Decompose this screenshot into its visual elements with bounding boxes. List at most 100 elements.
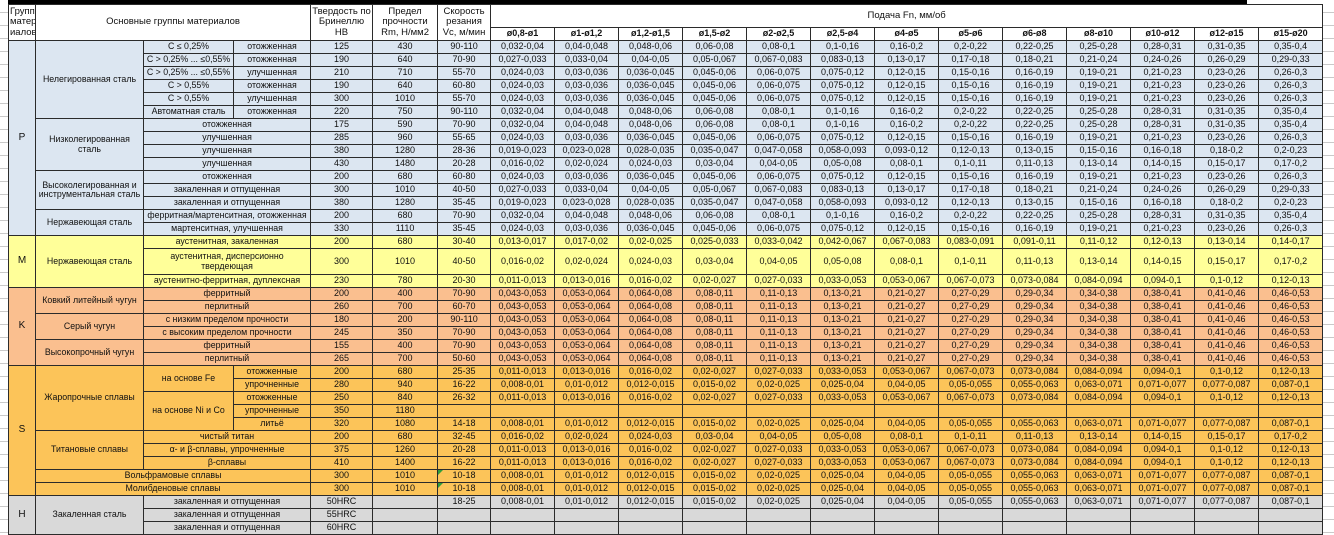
feed-cell[interactable]: 0,06-0,075 — [746, 131, 812, 145]
feed-cell[interactable]: 0,067-0,073 — [938, 456, 1004, 470]
feed-cell[interactable]: 0,04-0,05 — [746, 248, 812, 275]
feed-cell[interactable]: 0,075-0,12 — [810, 222, 876, 236]
feed-cell[interactable]: 0,1-0,11 — [938, 430, 1004, 444]
hb-cell[interactable]: 200 — [310, 287, 374, 301]
feed-cell[interactable]: 0,02-0,024 — [554, 430, 620, 444]
feed-cell[interactable]: 0,04-0,048 — [554, 118, 620, 132]
feed-cell[interactable]: 0,064-0,08 — [618, 300, 684, 314]
feed-cell[interactable]: 0,027-0,033 — [746, 443, 812, 457]
feed-cell[interactable]: 0,035-0,047 — [682, 196, 748, 210]
feed-cell[interactable]: 0,21-0,27 — [874, 326, 940, 340]
vc-cell[interactable]: 35-45 — [437, 222, 492, 236]
feed-cell[interactable]: 0,06-0,075 — [746, 79, 812, 93]
feed-cell[interactable]: 0,02-0,024 — [554, 157, 620, 171]
rm-cell[interactable]: 1110 — [372, 222, 439, 236]
vc-cell[interactable]: 55-70 — [437, 66, 492, 80]
feed-cell[interactable]: 0,084-0,094 — [1066, 443, 1132, 457]
feed-cell[interactable]: 0,067-0,073 — [938, 274, 1004, 288]
feed-cell[interactable]: 0,16-0,18 — [1130, 196, 1196, 210]
vc-cell[interactable]: 55-65 — [437, 131, 492, 145]
feed-cell[interactable]: 0,087-0,1 — [1258, 417, 1324, 431]
feed-cell[interactable]: 0,13-0,14 — [1066, 157, 1132, 171]
feed-cell[interactable]: 0,016-0,02 — [490, 157, 556, 171]
feed-cell[interactable]: 0,27-0,29 — [938, 300, 1004, 314]
feed-cell[interactable]: 0,048-0,06 — [618, 118, 684, 132]
feed-cell[interactable]: 0,21-0,27 — [874, 352, 940, 366]
hb-cell[interactable]: 230 — [310, 274, 374, 288]
feed-cell[interactable]: 0,17-0,18 — [938, 183, 1004, 197]
hb-cell[interactable]: 55HRC — [310, 508, 374, 522]
feed-cell[interactable]: 0,024-0,03 — [490, 66, 556, 80]
feed-cell[interactable]: 0,043-0,053 — [490, 300, 556, 314]
feed-cell[interactable]: 0,15-0,16 — [938, 92, 1004, 106]
feed-cell[interactable]: 0,02-0,025 — [618, 235, 684, 249]
state-cell[interactable]: отожженная — [232, 40, 312, 54]
material-cell[interactable]: Нелегированная сталь — [35, 40, 144, 119]
feed-cell[interactable]: 0,1-0,16 — [810, 40, 876, 54]
vc-cell[interactable]: 14-18 — [437, 417, 492, 431]
condition-cell[interactable]: закаленная и отпущенная — [142, 521, 312, 535]
feed-cell[interactable]: 0,1-0,16 — [810, 105, 876, 119]
feed-cell[interactable]: 0,094-0,1 — [1130, 391, 1196, 405]
feed-cell[interactable]: 0,2-0,23 — [1258, 196, 1324, 210]
feed-cell[interactable]: 0,41-0,46 — [1194, 339, 1260, 353]
feed-cell[interactable]: 0,06-0,08 — [682, 40, 748, 54]
hb-cell[interactable]: 300 — [310, 183, 374, 197]
feed-cell[interactable]: 0,13-0,14 — [1066, 430, 1132, 444]
feed-cell[interactable]: 0,1-0,16 — [810, 209, 876, 223]
feed-cell[interactable]: 0,093-0,12 — [874, 196, 940, 210]
feed-cell[interactable]: 0,02-0,025 — [746, 495, 812, 509]
feed-cell[interactable]: 0,12-0,13 — [938, 144, 1004, 158]
feed-cell[interactable]: 0,015-0,02 — [682, 378, 748, 392]
feed-cell[interactable]: 0,08-0,1 — [746, 40, 812, 54]
condition-cell[interactable]: закаленная и отпущенная — [142, 183, 312, 197]
feed-cell[interactable]: 0,053-0,064 — [554, 352, 620, 366]
feed-cell[interactable]: 0,25-0,28 — [1066, 40, 1132, 54]
vc-cell[interactable]: 30-40 — [437, 235, 492, 249]
feed-cell[interactable] — [1130, 521, 1196, 535]
feed-cell[interactable]: 0,12-0,15 — [874, 92, 940, 106]
feed-cell[interactable]: 0,043-0,053 — [490, 326, 556, 340]
feed-cell[interactable]: 0,16-0,2 — [874, 40, 940, 54]
feed-cell[interactable]: 0,2-0,23 — [1258, 144, 1324, 158]
state-cell[interactable]: литьё — [232, 417, 312, 431]
hb-cell[interactable]: 60HRC — [310, 521, 374, 535]
feed-cell[interactable]: 0,15-0,17 — [1194, 157, 1260, 171]
feed-cell[interactable] — [554, 521, 620, 535]
feed-cell[interactable]: 0,24-0,26 — [1130, 183, 1196, 197]
feed-cell[interactable]: 0,05-0,055 — [938, 482, 1004, 496]
hb-cell[interactable]: 375 — [310, 443, 374, 457]
material-cell[interactable]: Жаропрочные сплавы — [35, 365, 144, 431]
material-cell[interactable]: Нержавеющая сталь — [35, 209, 144, 236]
feed-cell[interactable]: 0,18-0,21 — [1002, 183, 1068, 197]
feed-cell[interactable] — [1066, 404, 1132, 418]
rm-cell[interactable] — [372, 508, 439, 522]
feed-cell[interactable]: 0,071-0,077 — [1130, 378, 1196, 392]
feed-cell[interactable]: 0,05-0,055 — [938, 469, 1004, 483]
feed-cell[interactable]: 0,016-0,02 — [490, 248, 556, 275]
rm-cell[interactable]: 680 — [372, 365, 439, 379]
condition-cell[interactable]: C > 0,55% — [143, 92, 234, 106]
feed-cell[interactable]: 0,015-0,02 — [682, 469, 748, 483]
condition-cell[interactable]: закаленная и отпущенная — [142, 495, 312, 509]
feed-cell[interactable]: 0,28-0,31 — [1130, 209, 1196, 223]
feed-cell[interactable]: 0,21-0,23 — [1130, 79, 1196, 93]
feed-cell[interactable]: 0,073-0,084 — [1002, 274, 1068, 288]
rm-cell[interactable]: 680 — [372, 209, 439, 223]
feed-cell[interactable]: 0,03-0,036 — [554, 170, 620, 184]
feed-cell[interactable]: 0,02-0,027 — [682, 443, 748, 457]
feed-cell[interactable]: 0,21-0,23 — [1130, 131, 1196, 145]
feed-cell[interactable]: 0,04-0,05 — [618, 53, 684, 67]
feed-cell[interactable]: 0,058-0,093 — [810, 196, 876, 210]
feed-cell[interactable]: 0,38-0,41 — [1130, 352, 1196, 366]
feed-cell[interactable]: 0,18-0,2 — [1194, 144, 1260, 158]
feed-cell[interactable]: 0,053-0,067 — [874, 456, 940, 470]
vc-cell[interactable]: 16-22 — [437, 456, 492, 470]
feed-cell[interactable]: 0,08-0,11 — [682, 352, 748, 366]
feed-cell[interactable]: 0,033-0,053 — [810, 391, 876, 405]
condition-cell[interactable]: улучшенная — [142, 131, 312, 145]
feed-cell[interactable]: 0,04-0,05 — [874, 482, 940, 496]
feed-cell[interactable]: 0,12-0,13 — [938, 196, 1004, 210]
feed-cell[interactable]: 0,22-0,25 — [1002, 105, 1068, 119]
feed-cell[interactable]: 0,04-0,05 — [618, 183, 684, 197]
